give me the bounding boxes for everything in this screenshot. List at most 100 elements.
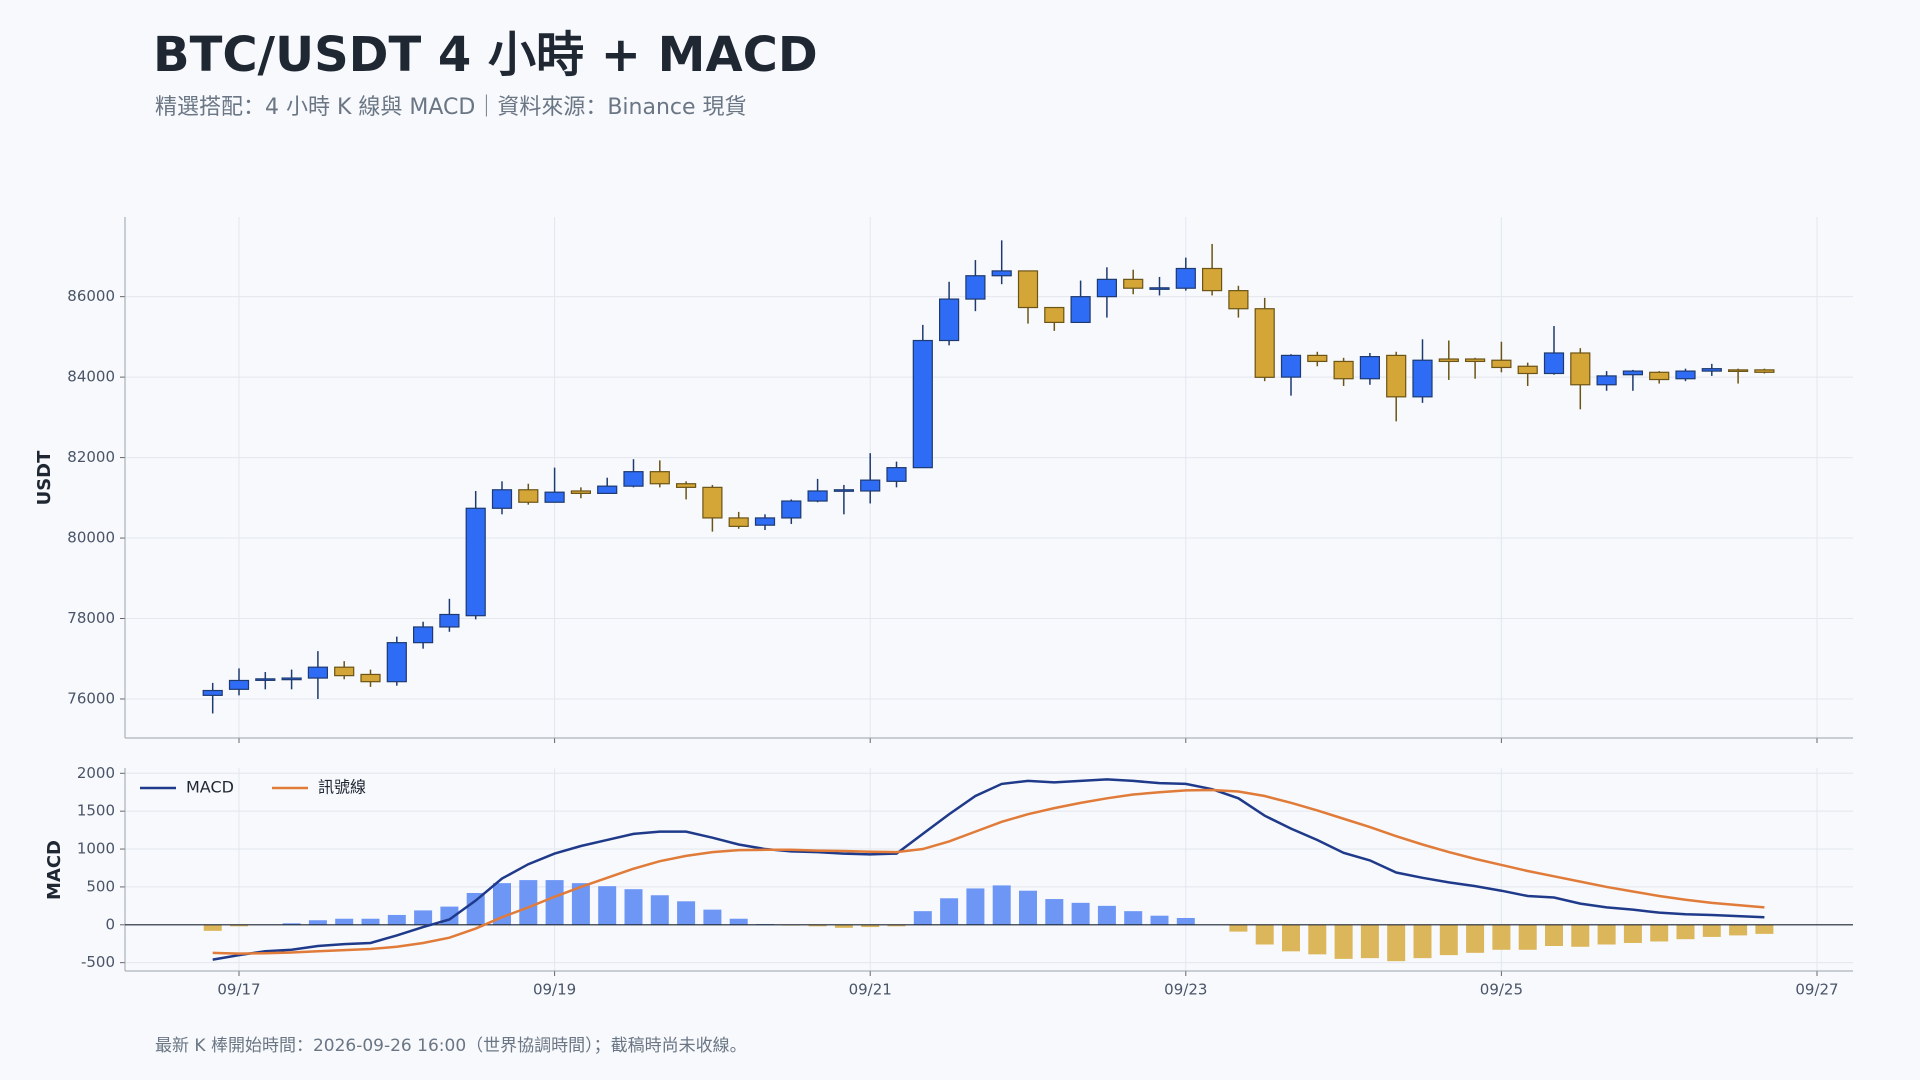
candle-body <box>1649 371 1670 381</box>
histogram-bar <box>335 918 354 925</box>
histogram-bar <box>650 895 669 925</box>
chart-title: BTC/USDT 4 小時 + MACD <box>153 27 818 83</box>
chart-subtitle: 精選搭配：4 小時 K 線與 MACD｜資料來源：Binance 現貨 <box>155 95 747 120</box>
histogram-bar <box>1282 924 1300 952</box>
candle-body <box>649 471 670 485</box>
histogram-bar <box>1729 924 1748 936</box>
y-tick-label: 500 <box>86 877 115 895</box>
y-axis-title: MACD <box>44 840 65 900</box>
histogram-bar <box>545 880 564 925</box>
y-tick-label: 84000 <box>67 368 115 386</box>
candle-body <box>1123 278 1144 289</box>
histogram-bar <box>598 886 617 925</box>
histogram-bar <box>1229 924 1248 932</box>
histogram-bar <box>1124 911 1143 925</box>
histogram-bar <box>203 924 222 931</box>
histogram-bar <box>1045 899 1064 925</box>
y-tick-label: 82000 <box>67 448 115 466</box>
footnote: 最新 K 棒開始時間：2026-09-26 16:00（世界協調時間）；截稿時尚… <box>155 1036 747 1056</box>
candle-body <box>1254 308 1275 378</box>
histogram-bar <box>1676 924 1695 940</box>
histogram-bar <box>1466 924 1485 953</box>
x-tick-label: 09/21 <box>849 981 892 999</box>
histogram-bar <box>361 918 380 925</box>
candle-body <box>255 678 276 681</box>
y-tick-label: 1500 <box>77 802 115 820</box>
histogram-bar <box>966 888 985 925</box>
candle-body <box>1438 358 1459 363</box>
y-tick-label: 1000 <box>77 840 115 858</box>
histogram-bar <box>414 910 433 925</box>
candle-body <box>781 500 802 519</box>
x-tick-label: 09/23 <box>1164 981 1207 999</box>
candle-body <box>491 489 513 509</box>
histogram-bar <box>940 898 959 925</box>
histogram-bar <box>1413 924 1432 959</box>
histogram-bar <box>282 923 301 925</box>
y-tick-label: 0 <box>105 915 115 933</box>
candle-body <box>1386 354 1407 398</box>
candle-body <box>334 666 355 677</box>
candle-body <box>1754 369 1775 373</box>
candle-body <box>1622 370 1644 376</box>
x-tick-label: 09/17 <box>217 981 260 999</box>
candle-body <box>965 275 986 300</box>
histogram-bar <box>1650 924 1669 942</box>
histogram-bar <box>808 924 827 927</box>
histogram-bar <box>1255 924 1274 945</box>
candle-body <box>1228 290 1249 310</box>
candle-body <box>675 483 697 488</box>
histogram-bar <box>624 889 643 925</box>
candle-body <box>360 673 381 683</box>
histogram-bar <box>308 920 327 925</box>
histogram-bar <box>677 901 696 925</box>
candle-body <box>886 467 907 482</box>
y-tick-label: 76000 <box>67 689 115 707</box>
histogram-bar <box>1755 924 1774 934</box>
candle-body <box>465 507 486 617</box>
candle-body <box>1280 354 1302 378</box>
histogram-bar <box>1492 924 1511 950</box>
legend-label: MACD <box>186 778 234 797</box>
histogram-bar <box>729 918 748 925</box>
histogram-bar <box>1097 905 1116 925</box>
histogram-bar <box>1176 917 1195 925</box>
y-tick-label: 80000 <box>67 529 115 547</box>
candle-body <box>413 626 434 644</box>
candle-body <box>807 490 828 502</box>
histogram-bar <box>703 909 722 925</box>
histogram-bar <box>1071 902 1090 925</box>
histogram-bar <box>387 914 406 925</box>
histogram-bar <box>1308 924 1327 955</box>
candle-body <box>386 642 407 683</box>
candle-body <box>1543 352 1565 375</box>
candle-body <box>439 613 460 628</box>
candle-body <box>202 689 223 696</box>
y-axis-title: USDT <box>34 450 55 506</box>
candle-body <box>1570 352 1591 386</box>
candle-body <box>307 666 328 679</box>
histogram-bar <box>1439 924 1458 956</box>
candle-body <box>1359 356 1381 380</box>
histogram-bar <box>834 924 853 928</box>
candle-body <box>1044 306 1065 324</box>
candle-body <box>938 298 960 342</box>
candle-body <box>860 479 881 492</box>
candle-body <box>833 489 855 492</box>
histogram-bar <box>1518 924 1537 950</box>
candle-body <box>1701 368 1722 372</box>
y-tick-label: 78000 <box>67 609 115 627</box>
series-line <box>212 778 1765 961</box>
histogram-bar <box>861 924 880 928</box>
y-tick-label: -500 <box>81 953 115 971</box>
candle-body <box>1675 370 1696 380</box>
candle-body <box>754 517 776 526</box>
candle-body <box>1096 278 1118 298</box>
histogram-bar <box>1150 915 1169 925</box>
histogram-bar <box>1360 924 1379 959</box>
histogram-bar <box>992 885 1011 925</box>
candle-body <box>1175 267 1196 289</box>
candle-body <box>702 486 723 519</box>
candle-body <box>1017 270 1039 309</box>
legend-label: 訊號線 <box>318 778 366 797</box>
